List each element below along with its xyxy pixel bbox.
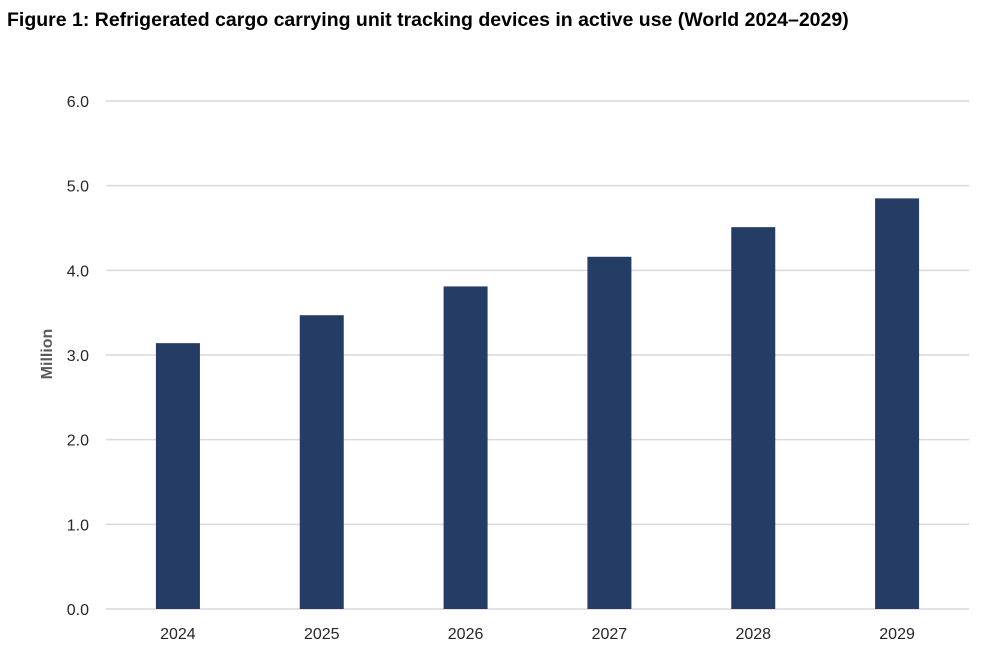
bar-2024 <box>155 343 200 609</box>
bar-2029 <box>875 198 920 609</box>
y-axis-ticks: 0.0 1.0 2.0 3.0 4.0 5.0 6.0 <box>67 94 89 619</box>
y-tick-label: 5.0 <box>67 179 89 196</box>
bar-2027 <box>587 256 632 609</box>
bars <box>155 198 920 610</box>
x-tick-label: 2025 <box>304 626 340 643</box>
x-tick-label: 2024 <box>160 626 196 643</box>
y-tick-label: 1.0 <box>67 517 89 534</box>
y-tick-label: 4.0 <box>67 263 89 280</box>
bar-2026 <box>443 286 488 609</box>
x-tick-label: 2029 <box>879 626 915 643</box>
x-tick-label: 2027 <box>592 626 628 643</box>
y-tick-label: 0.0 <box>67 602 89 619</box>
bar-2028 <box>731 227 776 610</box>
x-tick-label: 2028 <box>735 626 771 643</box>
y-tick-label: 2.0 <box>67 433 89 450</box>
y-axis-title: Million <box>39 329 56 380</box>
chart-title: Figure 1: Refrigerated cargo carrying un… <box>7 9 849 31</box>
gridlines <box>106 100 969 610</box>
bar-2025 <box>299 315 344 609</box>
y-tick-label: 3.0 <box>67 348 89 365</box>
x-tick-label: 2026 <box>448 626 484 643</box>
y-tick-label: 6.0 <box>67 94 89 111</box>
x-axis-ticks: 2024 2025 2026 2027 2028 2029 <box>160 626 915 643</box>
